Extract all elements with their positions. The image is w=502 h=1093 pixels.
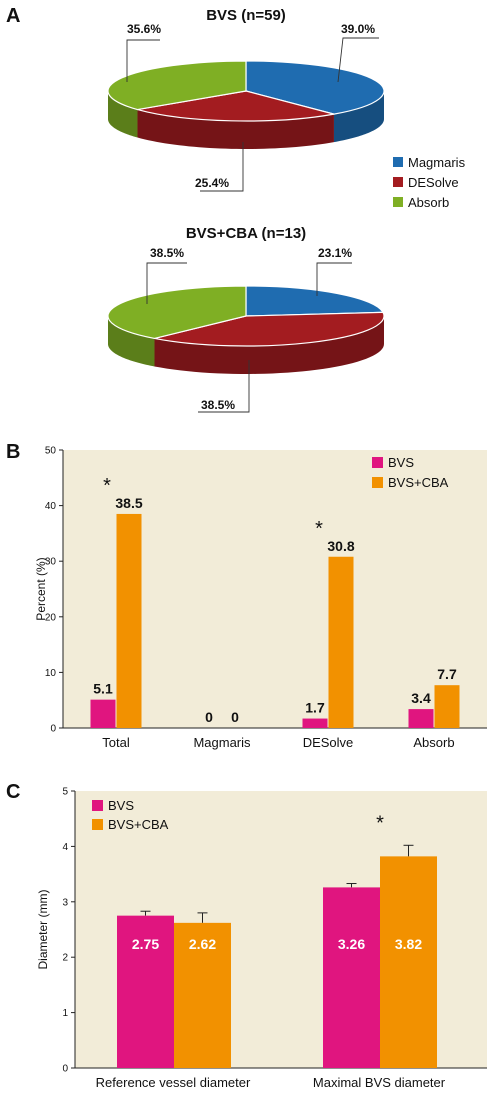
legend-label-desolve: DESolve <box>408 175 459 190</box>
bar-bvs-absorb <box>408 709 434 728</box>
y-axis-title-b: Percent (%) <box>34 557 48 620</box>
pie-slice-desolve <box>136 90 335 122</box>
bar-bvs-desolve <box>302 718 328 728</box>
legend-label-c: BVS+CBA <box>108 817 169 832</box>
leader-line-absorb <box>146 262 187 304</box>
pie-slice-magmaris <box>245 285 384 317</box>
significance-star: * <box>376 812 384 834</box>
bar-value-label: 30.8 <box>327 538 354 554</box>
legend-swatch-b <box>372 457 383 468</box>
y-tick-label-b: 30 <box>45 557 57 568</box>
y-tick-label-c: 1 <box>62 1008 68 1019</box>
x-category-label: DESolve <box>303 735 354 750</box>
bar-chart-diameter: 0 1 2 3 4 5 Diameter (mm) 2.75 2.62 Reference ves… <box>36 787 487 1090</box>
legend-swatch-c <box>92 819 103 830</box>
pie-side-absorb <box>108 91 138 138</box>
legend-label-b: BVS <box>388 455 414 470</box>
bar-value-label: 3.82 <box>395 936 422 952</box>
legend-label-c: BVS <box>108 798 134 813</box>
legend-swatch-absorb <box>393 197 403 207</box>
bar-value-label: 1.7 <box>305 700 325 716</box>
y-tick-label-b: 50 <box>45 446 57 457</box>
y-tick-label-b: 10 <box>45 668 57 679</box>
bar-value-label: 5.1 <box>93 681 113 697</box>
significance-star: * <box>315 518 323 540</box>
pie-slice-absorb <box>107 60 247 111</box>
panel-b-letter: B <box>6 441 20 463</box>
y-tick-label-c: 4 <box>62 842 68 853</box>
pie1-title: BVS (n=59) <box>206 7 286 24</box>
pie-legend: Magmaris DESolve Absorb <box>393 155 466 210</box>
pie-slice-absorb <box>107 285 247 340</box>
bar-bvs-cba <box>380 856 437 1068</box>
pie-slice-desolve <box>153 311 385 347</box>
pie-label-desolve: 25.4% <box>195 176 229 190</box>
leader-line-desolve <box>200 142 244 192</box>
leader-line-magmaris <box>316 262 352 296</box>
y-tick-label-b: 20 <box>45 612 57 623</box>
legend-label-b: BVS+CBA <box>388 475 449 490</box>
bar-value-label: 3.26 <box>338 936 365 952</box>
legend-swatch-b <box>372 477 383 488</box>
leader-line-desolve <box>198 360 250 413</box>
pie-label-magmaris: 23.1% <box>318 246 352 260</box>
x-category-label: Magmaris <box>193 735 251 750</box>
pie2-title: BVS+CBA (n=13) <box>186 225 306 242</box>
pie-label-magmaris: 39.0% <box>341 22 375 36</box>
y-tick-label-b: 40 <box>45 501 57 512</box>
bar-value-label: 7.7 <box>437 666 457 682</box>
bar-bvs-cba-absorb <box>434 685 460 728</box>
bar-bvs-cba <box>174 922 231 1068</box>
legend-swatch-magmaris <box>393 157 403 167</box>
y-tick-label-c: 0 <box>62 1064 68 1075</box>
pie-label-desolve: 38.5% <box>201 398 235 412</box>
bar-value-label: 0 <box>205 709 213 725</box>
pie-slice-magmaris <box>245 60 385 115</box>
pie-chart-bvs: 39.0% 25.4% 35.6% <box>107 22 385 192</box>
y-tick-label-c: 3 <box>62 897 68 908</box>
leader-line-magmaris <box>337 37 379 83</box>
significance-star: * <box>103 475 111 497</box>
pie-side-desolve <box>137 109 334 149</box>
bar-value-label: 3.4 <box>411 690 431 706</box>
y-axis-title-c: Diameter (mm) <box>36 889 50 969</box>
x-category-label: Absorb <box>413 735 454 750</box>
panel-a-letter: A <box>6 5 20 27</box>
bar-bvs-total <box>90 699 116 728</box>
bar-value-label: 0 <box>231 709 239 725</box>
x-category-label: Total <box>102 735 130 750</box>
bar-value-label: 2.75 <box>132 936 159 952</box>
legend-swatch-desolve <box>393 177 403 187</box>
pie-chart-bvs-cba: 23.1% 38.5% 38.5% <box>107 246 385 413</box>
y-tick-label-b: 0 <box>50 724 56 735</box>
legend-swatch-c <box>92 800 103 811</box>
legend-label-magmaris: Magmaris <box>408 155 466 170</box>
pie-label-absorb: 38.5% <box>150 246 184 260</box>
x-category-label: Maximal BVS diameter <box>313 1075 446 1090</box>
bar-bvs <box>323 887 380 1068</box>
bar-value-label: 38.5 <box>115 495 142 511</box>
bar-value-label: 2.62 <box>189 936 216 952</box>
pie-side-desolve <box>154 316 384 374</box>
y-tick-label-c: 5 <box>62 787 68 798</box>
bar-bvs-cba-desolve <box>328 556 354 728</box>
y-tick-label-c: 2 <box>62 953 68 964</box>
leader-line-absorb <box>126 39 160 82</box>
bar-bvs <box>117 915 174 1068</box>
x-category-label: Reference vessel diameter <box>96 1075 251 1090</box>
bar-bvs-cba-total <box>116 513 142 728</box>
legend-label-absorb: Absorb <box>408 195 449 210</box>
panel-c-letter: C <box>6 781 20 803</box>
pie-label-absorb: 35.6% <box>127 22 161 36</box>
